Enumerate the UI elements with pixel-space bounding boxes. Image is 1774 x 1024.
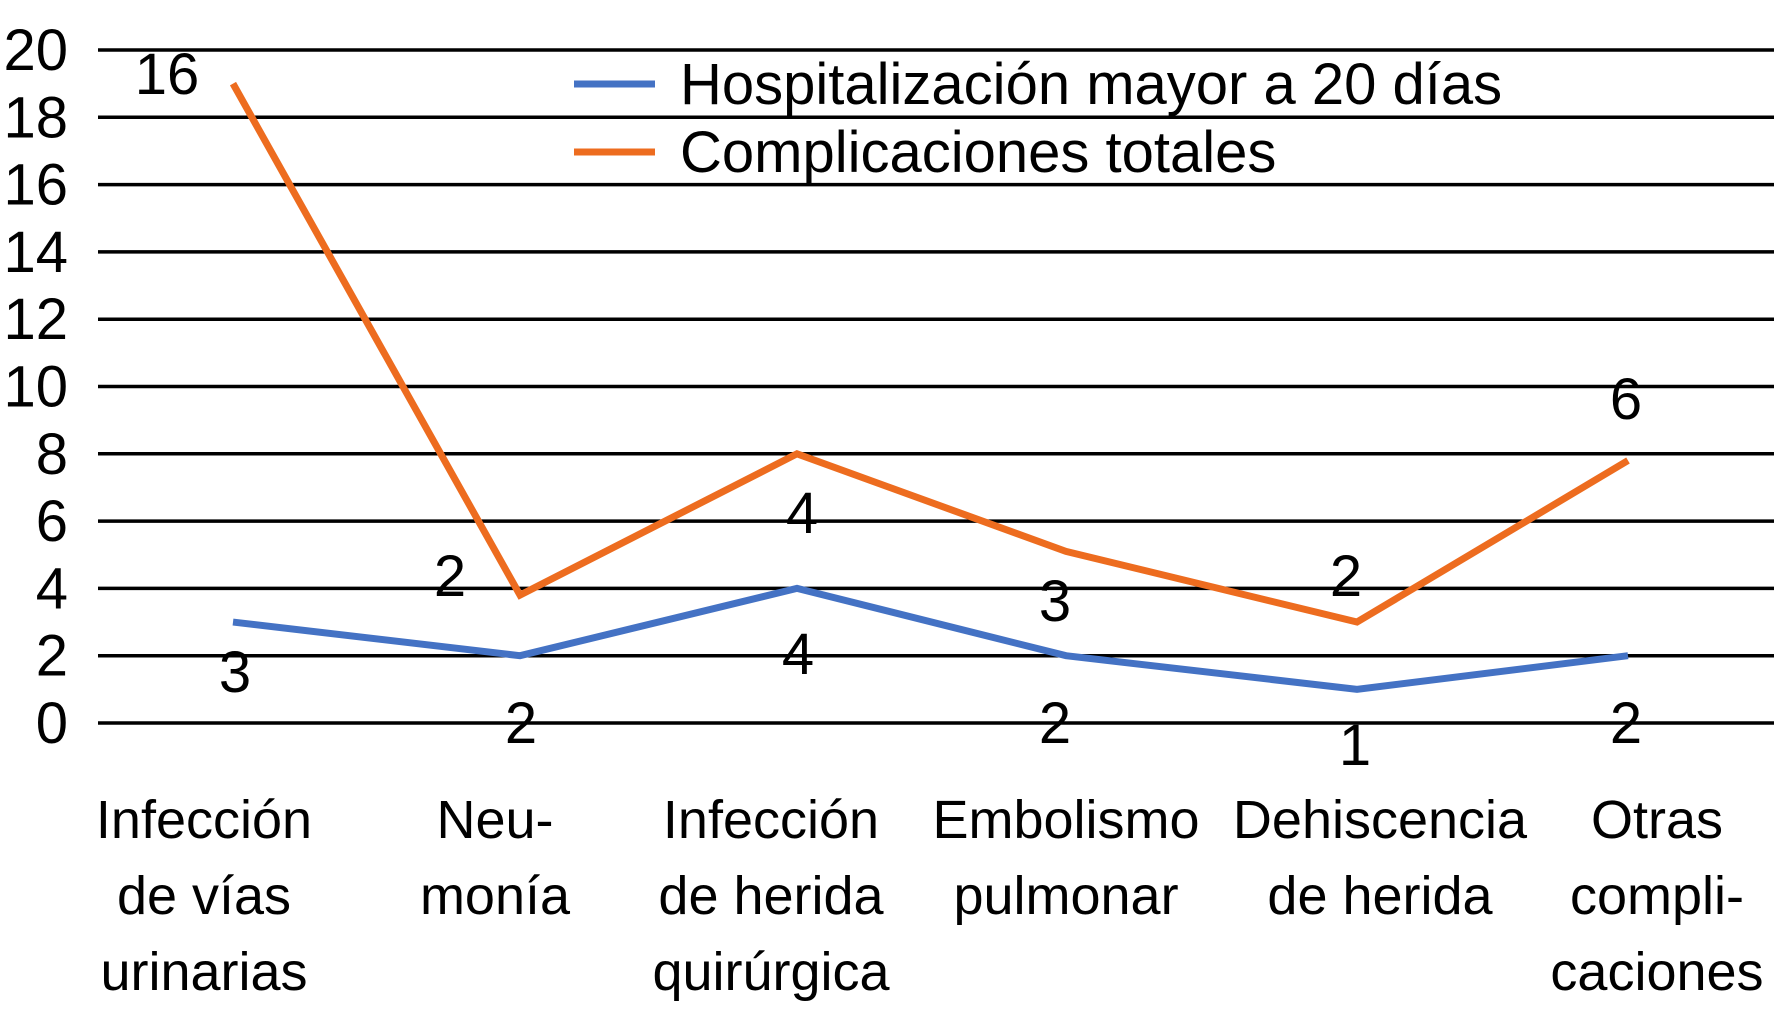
x-axis-categories: Infección de vías urinarias Neu-monía Infecc…: [96, 790, 1764, 1002]
x-category-label: Otras: [1591, 790, 1723, 850]
gridlines: [98, 48, 1774, 725]
data-label: 3: [1039, 569, 1071, 634]
x-category-label: Neu-: [436, 790, 553, 850]
x-category-label: Infección: [96, 790, 312, 850]
x-category-label: monía: [420, 866, 571, 926]
series-line-0: [232, 584, 1629, 693]
data-label: 4: [786, 481, 818, 546]
y-tick-label: 10: [3, 355, 68, 420]
x-category-label: de herida: [658, 866, 884, 926]
series-line-1: [229, 81, 1630, 626]
y-tick-label: 2: [36, 624, 68, 689]
series-lines: [229, 81, 1630, 693]
legend: Hospitalización mayor a 20 díasComplicac…: [570, 52, 1502, 185]
data-label: 2: [1039, 691, 1071, 756]
y-tick-label: 8: [36, 422, 68, 487]
legend-label: Hospitalización mayor a 20 días: [680, 52, 1502, 117]
legend-background: [570, 130, 1210, 180]
y-tick-label: 4: [36, 556, 68, 621]
data-label: 4: [782, 622, 814, 687]
y-tick-label: 14: [3, 220, 68, 285]
data-label: 2: [1330, 544, 1362, 609]
x-category-label: pulmonar: [953, 866, 1178, 926]
data-label: 16: [135, 42, 200, 107]
data-label: 6: [1610, 367, 1642, 432]
x-category-label: Dehiscencia: [1233, 790, 1528, 850]
data-label: 2: [434, 544, 466, 609]
x-category-label: de vías: [117, 866, 291, 926]
y-tick-label: 18: [3, 85, 68, 150]
y-tick-label: 16: [3, 153, 68, 218]
x-category-label: quirúrgica: [652, 942, 890, 1002]
y-tick-label: 6: [36, 489, 68, 554]
x-category-label: Embolismo: [932, 790, 1199, 850]
y-tick-label: 20: [3, 18, 68, 83]
y-tick-label: 0: [36, 691, 68, 756]
legend-background: [570, 62, 1210, 112]
data-label: 1: [1339, 713, 1371, 778]
x-category-label: urinarias: [100, 942, 307, 1002]
legend-label: Complicaciones totales: [680, 120, 1276, 185]
x-category-label: caciones: [1550, 942, 1763, 1002]
x-category-label: de herida: [1267, 866, 1493, 926]
data-label: 3: [219, 640, 251, 705]
data-label: 2: [505, 691, 537, 756]
y-tick-label: 12: [3, 287, 68, 352]
data-label: 2: [1610, 691, 1642, 756]
data-labels: 3 2 4 2 1 2 16 2 4 3 2 6: [135, 42, 1642, 778]
x-category-label: Infección: [663, 790, 879, 850]
x-category-label: compli-: [1570, 866, 1744, 926]
